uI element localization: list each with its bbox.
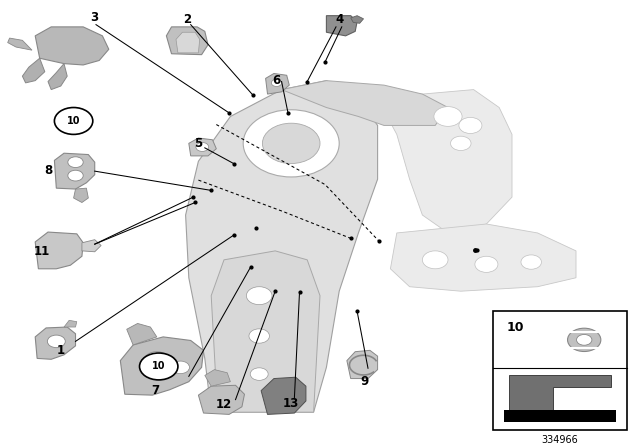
Polygon shape bbox=[22, 58, 45, 83]
Polygon shape bbox=[351, 16, 364, 23]
Text: 11: 11 bbox=[33, 245, 50, 258]
Polygon shape bbox=[282, 81, 448, 125]
Polygon shape bbox=[205, 370, 230, 386]
Polygon shape bbox=[186, 81, 378, 412]
Circle shape bbox=[172, 361, 189, 374]
Circle shape bbox=[475, 256, 498, 272]
Text: 8: 8 bbox=[44, 164, 52, 177]
Polygon shape bbox=[120, 337, 204, 395]
FancyBboxPatch shape bbox=[493, 311, 627, 430]
Circle shape bbox=[243, 110, 339, 177]
Circle shape bbox=[47, 335, 65, 348]
Polygon shape bbox=[347, 350, 378, 379]
Polygon shape bbox=[54, 153, 95, 189]
Polygon shape bbox=[74, 188, 88, 202]
Text: 6: 6 bbox=[273, 74, 280, 87]
Text: 5: 5 bbox=[195, 137, 202, 150]
Polygon shape bbox=[35, 327, 76, 359]
Circle shape bbox=[250, 368, 268, 380]
Text: 7: 7 bbox=[152, 384, 159, 397]
Text: 10: 10 bbox=[507, 322, 524, 335]
Circle shape bbox=[196, 142, 209, 151]
Polygon shape bbox=[82, 240, 101, 252]
Text: 334966: 334966 bbox=[541, 435, 579, 445]
Bar bbox=[504, 410, 616, 422]
Polygon shape bbox=[166, 27, 208, 55]
Text: 10: 10 bbox=[67, 116, 81, 126]
Circle shape bbox=[68, 157, 83, 168]
Polygon shape bbox=[509, 375, 611, 417]
Polygon shape bbox=[8, 38, 32, 50]
Text: 9: 9 bbox=[361, 375, 369, 388]
Circle shape bbox=[459, 117, 482, 134]
Circle shape bbox=[68, 170, 83, 181]
Polygon shape bbox=[189, 138, 216, 156]
Circle shape bbox=[577, 335, 592, 345]
Circle shape bbox=[451, 136, 471, 151]
Text: 3: 3 bbox=[91, 11, 99, 25]
Text: 4: 4 bbox=[335, 13, 343, 26]
Polygon shape bbox=[390, 224, 576, 291]
Circle shape bbox=[271, 79, 282, 86]
Polygon shape bbox=[48, 64, 67, 90]
Circle shape bbox=[521, 255, 541, 269]
Polygon shape bbox=[198, 385, 244, 414]
Text: 10: 10 bbox=[152, 362, 166, 371]
Polygon shape bbox=[35, 27, 109, 65]
Circle shape bbox=[144, 352, 170, 370]
Circle shape bbox=[434, 107, 462, 126]
Polygon shape bbox=[326, 16, 357, 36]
Circle shape bbox=[422, 251, 448, 269]
Polygon shape bbox=[176, 32, 200, 53]
Circle shape bbox=[54, 108, 93, 134]
Text: 12: 12 bbox=[216, 397, 232, 411]
Circle shape bbox=[262, 123, 320, 164]
Text: 1: 1 bbox=[57, 344, 65, 357]
Circle shape bbox=[568, 328, 601, 352]
Circle shape bbox=[140, 353, 178, 380]
Polygon shape bbox=[127, 323, 157, 345]
Polygon shape bbox=[261, 377, 306, 414]
Circle shape bbox=[249, 329, 269, 343]
Polygon shape bbox=[266, 73, 289, 94]
Polygon shape bbox=[35, 232, 83, 269]
Circle shape bbox=[246, 287, 272, 305]
Polygon shape bbox=[211, 251, 320, 412]
Text: 2: 2 bbox=[183, 13, 191, 26]
Polygon shape bbox=[378, 90, 512, 233]
Text: 13: 13 bbox=[283, 396, 300, 410]
Polygon shape bbox=[64, 320, 77, 327]
